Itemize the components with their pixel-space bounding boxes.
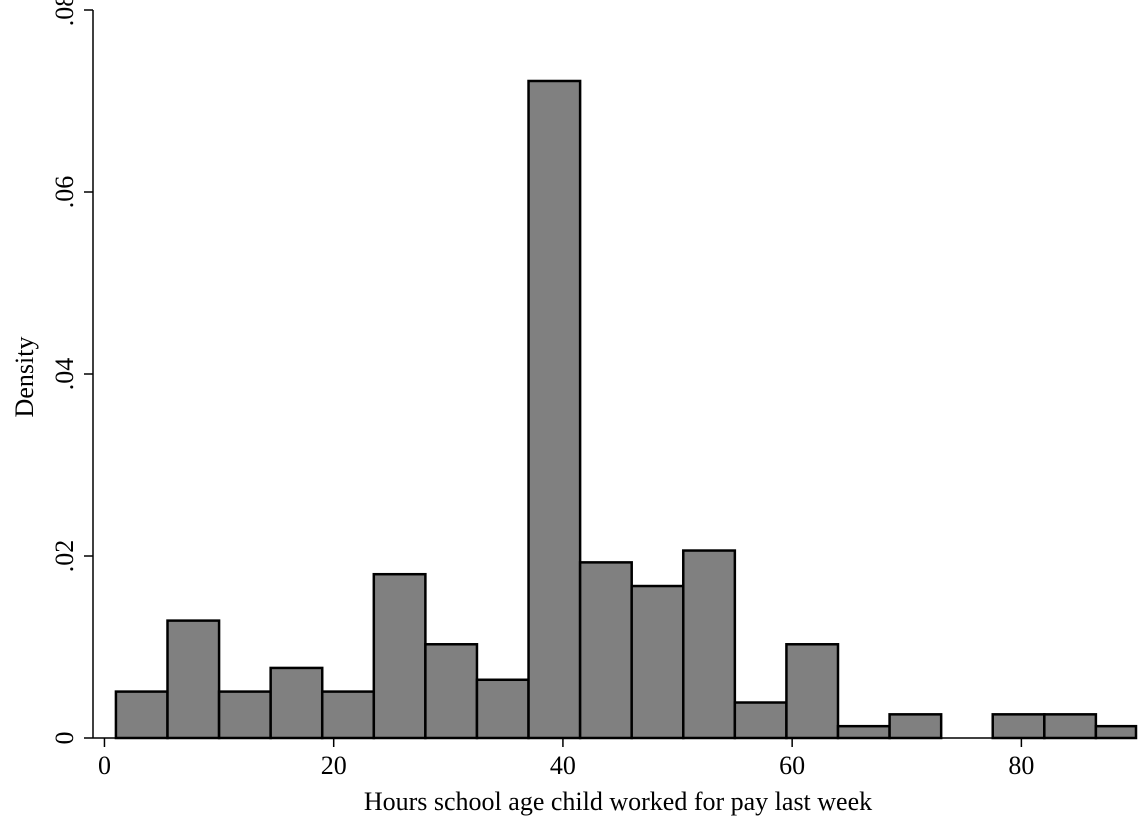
histogram-bar <box>320 690 376 740</box>
histogram-bar <box>372 572 427 740</box>
histogram-bar <box>166 619 221 740</box>
histogram-bar <box>836 724 891 740</box>
histogram-bar <box>1094 724 1138 740</box>
histogram-bar <box>217 690 272 740</box>
histogram-bar <box>424 643 479 740</box>
histogram-bar <box>578 561 633 740</box>
x-tick-label: 20 <box>321 751 347 780</box>
histogram-bar <box>475 678 530 740</box>
x-tick-label: 80 <box>1008 751 1034 780</box>
histogram-bar <box>991 713 1046 740</box>
histogram-bar <box>1043 713 1098 740</box>
y-axis-label: Density <box>10 337 39 418</box>
histogram-bar <box>114 690 169 740</box>
x-ticks-group: 0 20 40 60 80 <box>98 738 1034 780</box>
histogram-bar <box>733 701 788 740</box>
histogram-bar <box>888 713 943 740</box>
histogram-bar <box>785 643 840 740</box>
bars-group <box>114 79 1138 740</box>
histogram-bar <box>269 666 324 740</box>
y-tick-label: .06 <box>50 176 79 209</box>
x-axis-label: Hours school age child worked for pay la… <box>364 787 872 816</box>
y-ticks-group: 0 .02 .04 .06 .08 <box>50 0 93 745</box>
y-tick-label: .02 <box>50 540 79 573</box>
x-tick-label: 40 <box>550 751 576 780</box>
x-tick-label: 60 <box>779 751 805 780</box>
y-tick-label: 0 <box>50 732 79 745</box>
histogram-bar <box>527 79 582 740</box>
histogram-bar <box>630 584 685 740</box>
y-tick-label: .04 <box>50 358 79 391</box>
histogram-bar <box>682 549 737 740</box>
x-tick-label: 0 <box>98 751 111 780</box>
y-tick-label: .08 <box>50 0 79 26</box>
